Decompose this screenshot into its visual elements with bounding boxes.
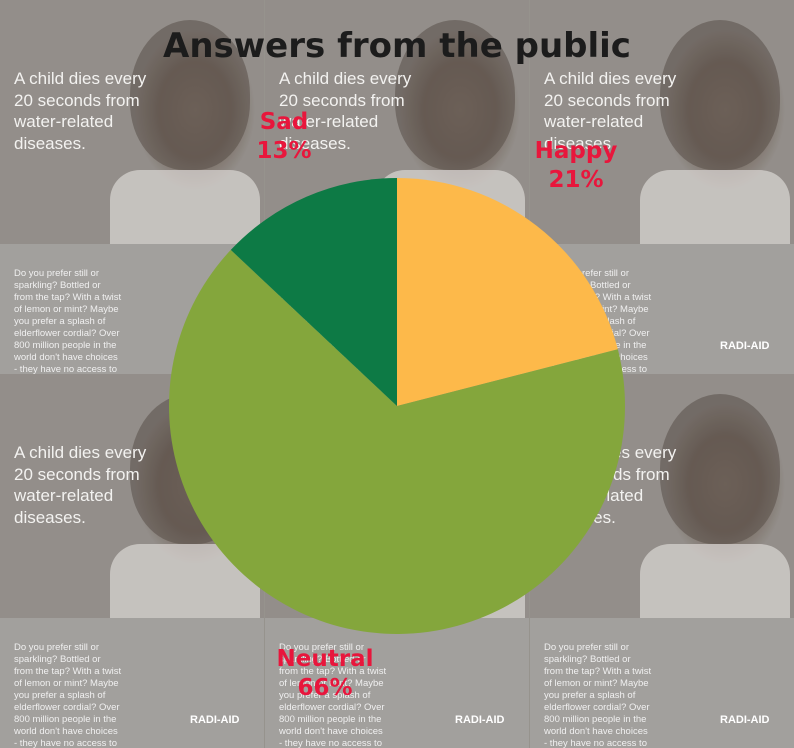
pie-slice-neutral xyxy=(169,249,626,634)
child-face xyxy=(130,20,250,170)
poster-headline: A child dies every 20 seconds from water… xyxy=(14,443,147,527)
poster-body: Do you prefer still or sparkling? Bottle… xyxy=(279,642,387,748)
slice-value-label: 66% xyxy=(297,675,353,701)
child-face xyxy=(660,394,780,544)
poster-band xyxy=(0,618,264,748)
slice-category-label: Neutral xyxy=(276,646,374,672)
chart-title: Answers from the public xyxy=(163,26,631,66)
poster-band xyxy=(265,618,529,748)
radi-aid-logo: RADI-AID xyxy=(190,714,240,726)
slice-value-label: 21% xyxy=(548,167,604,193)
slice-value-label: 13% xyxy=(256,138,312,164)
poster-band xyxy=(530,618,794,748)
pie-slice-sad xyxy=(230,178,397,406)
radi-aid-logo: RADI-AID xyxy=(720,340,770,352)
pie-slices xyxy=(169,178,626,634)
poster-headline: A child dies every 20 seconds from water… xyxy=(14,69,147,153)
poster-body: Do you prefer still or sparkling? Bottle… xyxy=(14,268,122,374)
slice-category-label: Happy xyxy=(534,138,618,164)
child-dress xyxy=(110,170,260,244)
child-dress xyxy=(640,544,790,618)
poster-headline: A child dies every 20 seconds from water… xyxy=(279,69,412,153)
slice-label-neutral: Neutral 66% xyxy=(265,645,385,703)
child-face xyxy=(660,20,780,170)
pie-slice-happy xyxy=(397,178,618,406)
radi-aid-logo: RADI-AID xyxy=(720,714,770,726)
slice-label-happy: Happy 21% xyxy=(516,137,636,195)
slice-category-label: Sad xyxy=(259,109,309,135)
poster-body: Do you prefer still or sparkling? Bottle… xyxy=(14,642,122,748)
child-face xyxy=(395,20,515,170)
slice-label-sad: Sad 13% xyxy=(224,108,344,166)
poster-body: Do you prefer still or sparkling? Bottle… xyxy=(544,642,652,748)
poster-headline: A child dies every 20 seconds from water… xyxy=(544,69,677,153)
child-dress xyxy=(640,170,790,244)
radi-aid-logo: RADI-AID xyxy=(455,714,505,726)
